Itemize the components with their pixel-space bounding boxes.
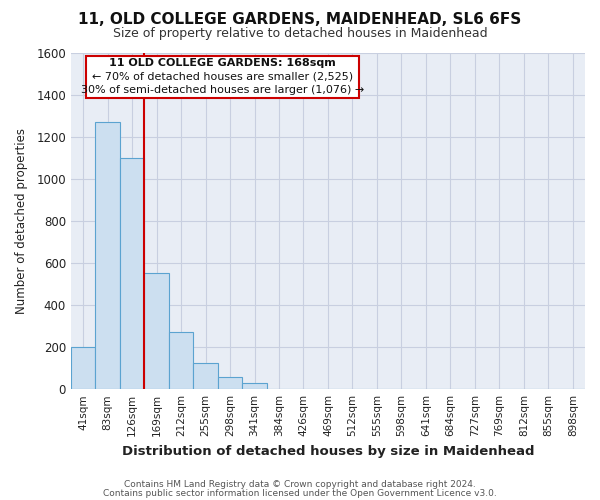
Text: 30% of semi-detached houses are larger (1,076) →: 30% of semi-detached houses are larger (… xyxy=(81,86,364,96)
Bar xyxy=(242,383,267,389)
Bar xyxy=(218,376,242,389)
Text: 11 OLD COLLEGE GARDENS: 168sqm: 11 OLD COLLEGE GARDENS: 168sqm xyxy=(109,58,336,68)
Bar xyxy=(95,122,120,389)
Text: Contains HM Land Registry data © Crown copyright and database right 2024.: Contains HM Land Registry data © Crown c… xyxy=(124,480,476,489)
Bar xyxy=(193,363,218,389)
Y-axis label: Number of detached properties: Number of detached properties xyxy=(15,128,28,314)
Text: 11, OLD COLLEGE GARDENS, MAIDENHEAD, SL6 6FS: 11, OLD COLLEGE GARDENS, MAIDENHEAD, SL6… xyxy=(79,12,521,28)
Text: Size of property relative to detached houses in Maidenhead: Size of property relative to detached ho… xyxy=(113,28,487,40)
Bar xyxy=(71,347,95,389)
Bar xyxy=(120,158,145,389)
Text: Contains public sector information licensed under the Open Government Licence v3: Contains public sector information licen… xyxy=(103,488,497,498)
FancyBboxPatch shape xyxy=(86,56,359,98)
Bar xyxy=(145,274,169,389)
X-axis label: Distribution of detached houses by size in Maidenhead: Distribution of detached houses by size … xyxy=(122,444,534,458)
Text: ← 70% of detached houses are smaller (2,525): ← 70% of detached houses are smaller (2,… xyxy=(92,72,353,82)
Bar xyxy=(169,332,193,389)
